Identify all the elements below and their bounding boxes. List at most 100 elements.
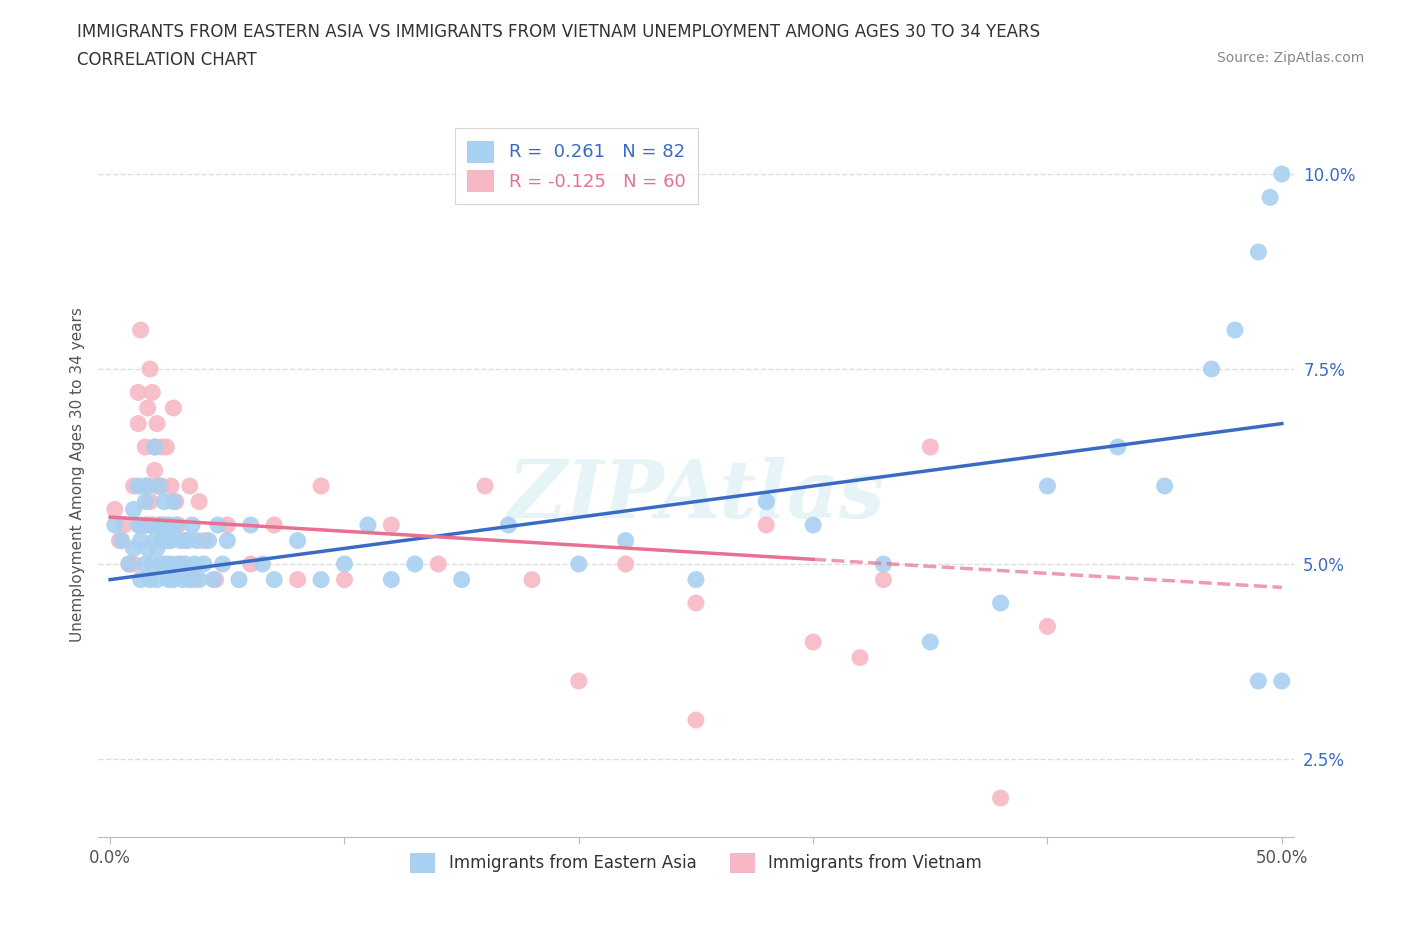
Point [172, 572, 194, 587]
Point [207, 518, 229, 533]
Point [169, 556, 191, 571]
Point [136, 541, 159, 556]
Text: CORRELATION CHART: CORRELATION CHART [77, 51, 257, 69]
Point [162, 572, 184, 587]
Point [520, 572, 543, 587]
Point [427, 556, 450, 571]
Point [150, 440, 173, 455]
Point [104, 502, 127, 517]
Point [146, 479, 169, 494]
Point [122, 556, 145, 571]
Point [193, 533, 215, 548]
Text: IMMIGRANTS FROM EASTERN ASIA VS IMMIGRANTS FROM VIETNAM UNEMPLOYMENT AMONG AGES : IMMIGRANTS FROM EASTERN ASIA VS IMMIGRAN… [77, 23, 1040, 41]
Point [141, 518, 163, 533]
Point [179, 479, 201, 494]
Point [150, 556, 173, 571]
Point [134, 440, 156, 455]
Text: ZIPAtlas: ZIPAtlas [508, 458, 884, 535]
Point [188, 494, 211, 509]
Point [157, 572, 180, 587]
Point [217, 518, 239, 533]
Point [872, 572, 894, 587]
Point [380, 572, 402, 587]
Point [287, 533, 309, 548]
Point [990, 595, 1012, 610]
Point [146, 541, 169, 556]
Point [169, 533, 191, 548]
Point [181, 518, 204, 533]
Point [404, 556, 426, 571]
Point [146, 572, 169, 587]
Point [127, 416, 149, 431]
Point [685, 712, 707, 727]
Point [148, 518, 170, 533]
Point [141, 518, 163, 533]
Point [685, 595, 707, 610]
Point [183, 572, 205, 587]
Point [174, 533, 197, 548]
Point [872, 556, 894, 571]
Point [139, 494, 162, 509]
Point [333, 556, 356, 571]
Point [197, 533, 219, 548]
Legend: Immigrants from Eastern Asia, Immigrants from Vietnam: Immigrants from Eastern Asia, Immigrants… [401, 843, 991, 884]
Point [450, 572, 472, 587]
Point [148, 479, 170, 494]
Point [920, 440, 942, 455]
Point [474, 479, 496, 494]
Point [193, 556, 215, 571]
Point [143, 440, 166, 455]
Point [204, 572, 226, 587]
Point [202, 572, 225, 587]
Point [155, 440, 177, 455]
Point [122, 479, 145, 494]
Point [134, 494, 156, 509]
Point [1223, 323, 1246, 338]
Point [801, 518, 824, 533]
Point [112, 518, 135, 533]
Point [153, 518, 176, 533]
Point [1036, 619, 1059, 634]
Point [614, 556, 637, 571]
Point [920, 634, 942, 649]
Point [160, 479, 183, 494]
Point [134, 556, 156, 571]
Point [162, 494, 184, 509]
Point [160, 533, 183, 548]
Point [252, 556, 274, 571]
Point [122, 502, 145, 517]
Point [849, 650, 872, 665]
Y-axis label: Unemployment Among Ages 30 to 34 years: Unemployment Among Ages 30 to 34 years [69, 307, 84, 642]
Point [139, 572, 162, 587]
Point [143, 440, 166, 455]
Point [104, 518, 127, 533]
Point [165, 518, 187, 533]
Point [127, 385, 149, 400]
Point [186, 533, 208, 548]
Point [153, 518, 176, 533]
Point [122, 541, 145, 556]
Point [228, 572, 250, 587]
Point [134, 518, 156, 533]
Point [498, 518, 520, 533]
Point [1271, 166, 1294, 181]
Point [1247, 245, 1270, 259]
Point [174, 556, 197, 571]
Point [129, 518, 152, 533]
Point [136, 401, 159, 416]
Point [143, 463, 166, 478]
Point [309, 572, 332, 587]
Point [188, 572, 211, 587]
Point [183, 556, 205, 571]
Point [685, 572, 707, 587]
Point [160, 556, 183, 571]
Point [155, 533, 177, 548]
Point [217, 533, 239, 548]
Point [141, 556, 163, 571]
Point [239, 556, 262, 571]
Point [167, 556, 190, 571]
Point [239, 518, 262, 533]
Point [568, 556, 591, 571]
Point [568, 673, 591, 688]
Point [176, 533, 198, 548]
